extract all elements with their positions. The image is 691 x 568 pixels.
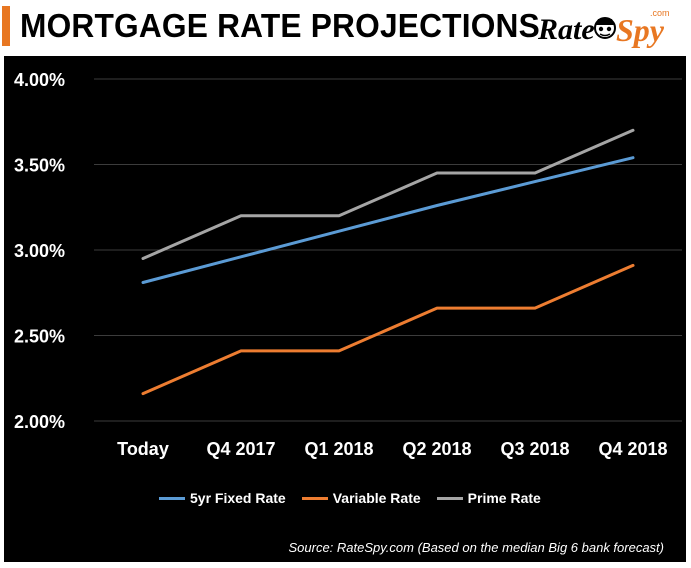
x-axis-tick-labels: Today Q4 2017 Q1 2018 Q2 2018 Q3 2018 Q4 2018: [117, 439, 667, 459]
x-tick-label: Q4 2018: [598, 439, 667, 459]
logo-rate-text: Rate: [537, 13, 595, 46]
legend-label: Variable Rate: [332, 490, 421, 506]
legend-swatch: [436, 496, 463, 500]
title-accent-bar: [2, 6, 10, 46]
legend-entry: Prime Rate: [436, 490, 541, 506]
x-tick-label: Q2 2018: [402, 439, 471, 459]
y-tick-label: 2.00%: [14, 412, 65, 432]
ratespy-logo: Rate Spy .com: [537, 8, 670, 48]
legend-entry: Variable Rate: [301, 490, 421, 506]
chart-legend: 5yr Fixed Rate Variable Rate Prime Rate: [159, 490, 557, 506]
source-note: Source: RateSpy.com (Based on the median…: [288, 540, 664, 555]
spy-mascot-icon: [594, 17, 616, 39]
legend-label: 5yr Fixed Rate: [190, 490, 286, 506]
gridlines: [94, 78, 682, 422]
series-line: [141, 128, 635, 260]
header: MORTGAGE RATE PROJECTIONS Rate Spy .com: [0, 0, 691, 52]
legend-swatch: [159, 496, 185, 500]
legend-swatch: [301, 496, 328, 500]
y-axis-tick-labels: 4.00% 3.50% 3.00% 2.50% 2.00%: [14, 70, 65, 432]
y-tick-label: 2.50%: [14, 327, 65, 347]
y-tick-label: 4.00%: [14, 70, 65, 90]
x-tick-label: Today: [117, 439, 169, 459]
y-tick-label: 3.00%: [14, 241, 65, 261]
data-series: [141, 128, 635, 396]
page-title: MORTGAGE RATE PROJECTIONS: [20, 7, 540, 44]
legend-label: Prime Rate: [467, 490, 541, 506]
y-tick-label: 3.50%: [14, 156, 65, 176]
x-tick-label: Q3 2018: [500, 439, 569, 459]
series-line: [141, 263, 635, 396]
logo-com-text: .com: [650, 8, 670, 18]
legend-entry: 5yr Fixed Rate: [159, 490, 286, 506]
logo-spy-text: Spy: [616, 12, 665, 48]
x-tick-label: Q1 2018: [304, 439, 373, 459]
series-line: [141, 156, 635, 284]
x-tick-label: Q4 2017: [206, 439, 275, 459]
line-chart: 4.00% 3.50% 3.00% 2.50% 2.00% Today Q4 2017 Q1…: [14, 70, 682, 459]
chart-panel: 4.00% 3.50% 3.00% 2.50% 2.00% Today Q4 2017 Q1…: [4, 56, 686, 562]
